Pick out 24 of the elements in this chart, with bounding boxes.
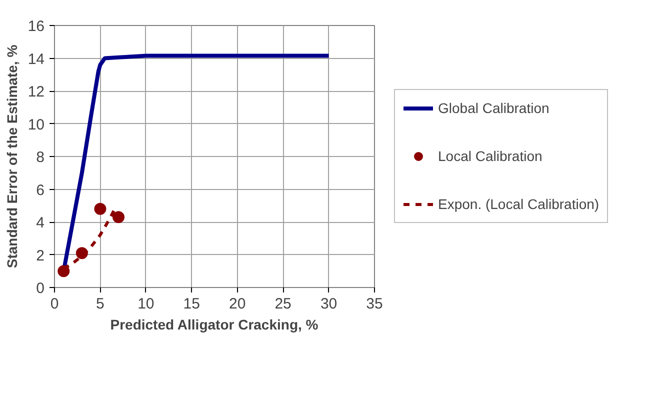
x-tick-label: 25	[274, 296, 292, 312]
y-tick-label: 6	[36, 182, 44, 199]
y-tick-label: 12	[28, 84, 45, 100]
x-tick-label: 20	[229, 296, 246, 312]
legend-label: Expon. (Local Calibration)	[438, 196, 600, 212]
x-axis-title: Predicted Alligator Cracking, %	[110, 316, 319, 332]
x-tick-label: 15	[183, 296, 200, 312]
y-tick-label: 2	[36, 247, 44, 264]
legend-label: Local Calibration	[438, 148, 542, 164]
y-tick-label: 8	[36, 149, 44, 166]
x-tick-label: 30	[320, 296, 338, 312]
x-tick-label: 35	[366, 296, 383, 312]
y-axis-title: Standard Error of the Estimate, %	[4, 44, 20, 268]
legend-label: Global Calibration	[438, 100, 550, 116]
point	[94, 202, 106, 215]
x-tick-label: 10	[138, 296, 154, 312]
x-tick-label: 5	[96, 296, 104, 312]
y-tick-label: 14	[28, 50, 45, 68]
point	[112, 211, 124, 224]
x-tick-label: 0	[50, 296, 59, 312]
y-tick-label: 4	[36, 214, 44, 232]
y-tick-label: 10	[28, 116, 45, 134]
y-tick-label: 16	[28, 18, 45, 35]
y-tick-label: 0	[36, 280, 44, 297]
